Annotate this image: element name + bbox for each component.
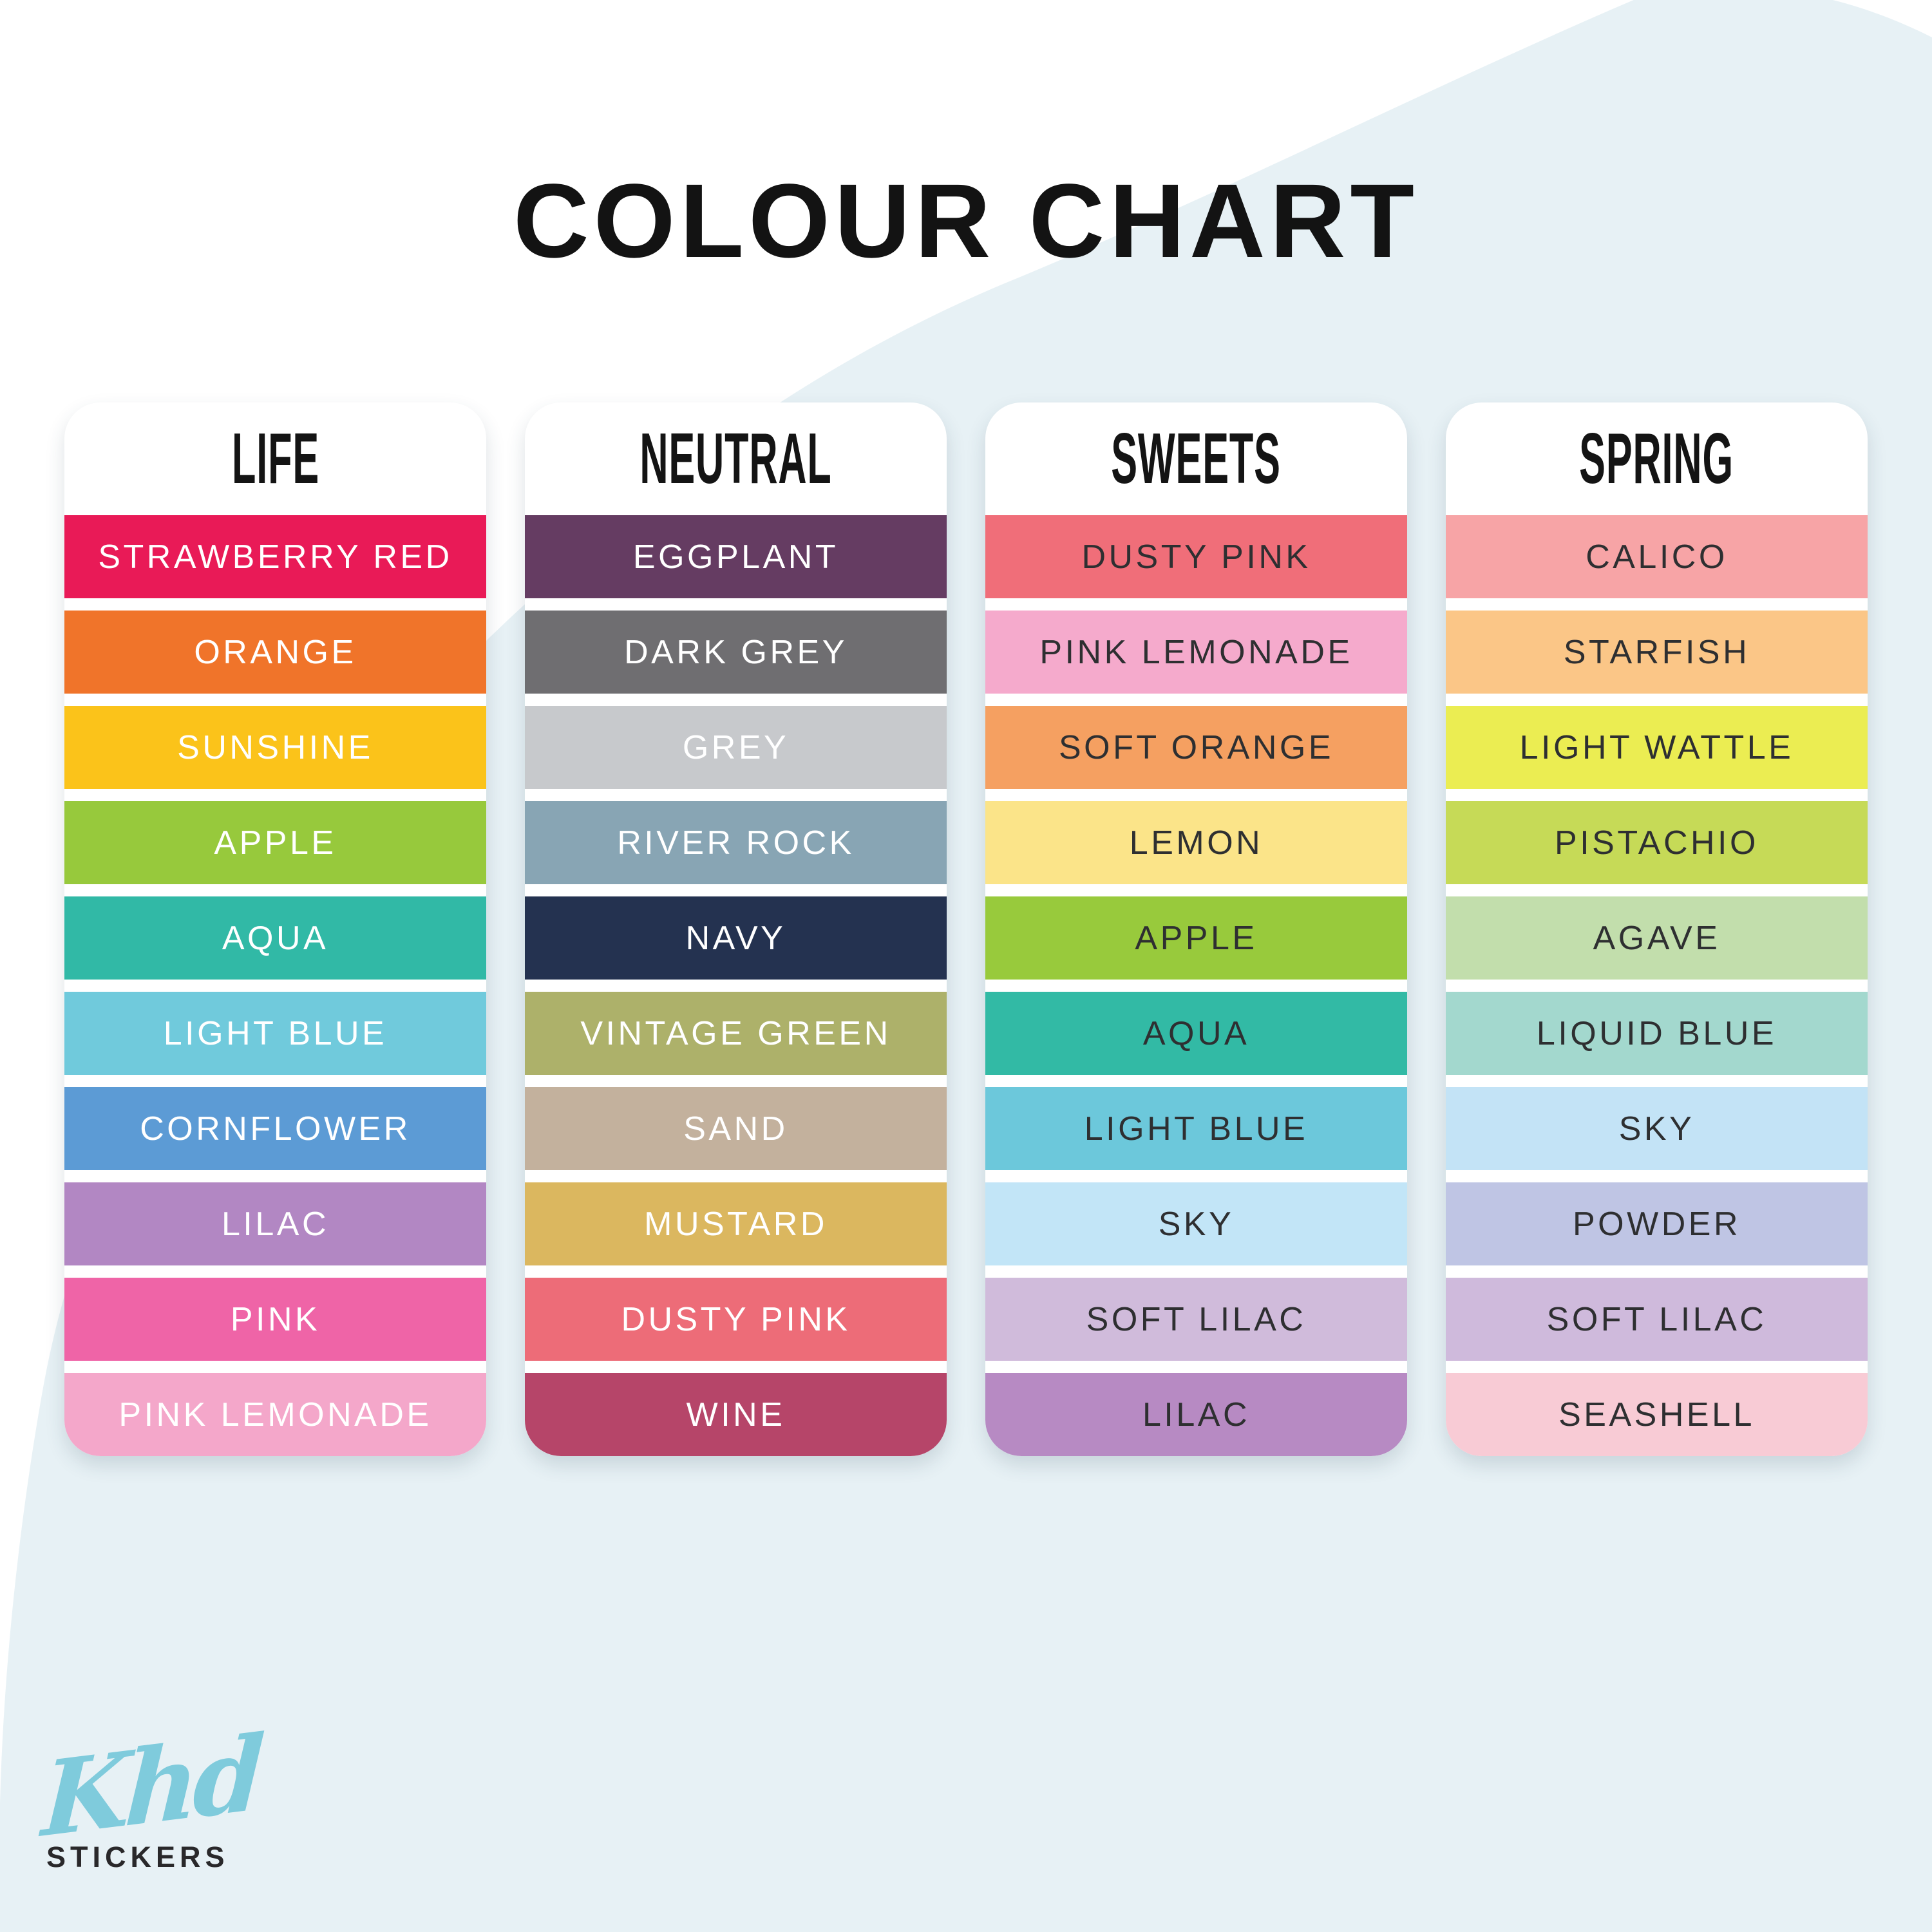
swatch-label: SKY — [1158, 1205, 1235, 1243]
swatch-bar: SOFT LILAC — [985, 1278, 1407, 1361]
swatch-bar: GREY — [525, 706, 947, 789]
swatch-label: LIGHT BLUE — [1084, 1110, 1309, 1148]
palette-columns: LIFE STRAWBERRY RED ORANGE SUNSHINE APPLE AQU… — [64, 402, 1868, 1456]
swatch-label: CORNFLOWER — [140, 1110, 411, 1148]
palette-card-spring: SPRING CALICO STARFISH LIGHT WATTLE PISTACHI… — [1446, 402, 1868, 1456]
swatch-label: WINE — [686, 1396, 786, 1434]
swatch-bar: PISTACHIO — [1446, 801, 1868, 884]
swatch-label: PISTACHIO — [1555, 824, 1759, 862]
brand-logo: Khd STICKERS — [39, 1713, 262, 1874]
swatch-bar: NAVY — [525, 896, 947, 980]
swatch-label: LIGHT WATTLE — [1519, 728, 1794, 766]
swatch-label: SOFT LILAC — [1086, 1300, 1307, 1338]
swatch-label: RIVER ROCK — [617, 824, 855, 862]
swatch-bar: ORANGE — [64, 611, 486, 694]
swatch-label: APPLE — [214, 824, 337, 862]
palette-card-life: LIFE STRAWBERRY RED ORANGE SUNSHINE APPLE AQU… — [64, 402, 486, 1456]
swatch-bar: AQUA — [64, 896, 486, 980]
swatch-bar: POWDER — [1446, 1182, 1868, 1265]
swatch-label: APPLE — [1135, 919, 1258, 957]
swatch-bar: SAND — [525, 1087, 947, 1170]
swatch-label: SKY — [1618, 1110, 1695, 1148]
swatch-label: AQUA — [222, 919, 329, 957]
palette-card-neutral: NEUTRAL EGGPLANT DARK GREY GREY RIVER ROCK NA… — [525, 402, 947, 1456]
swatch-bar: STRAWBERRY RED — [64, 515, 486, 598]
swatch-label: SEASHELL — [1558, 1396, 1755, 1434]
swatch-label: VINTAGE GREEN — [580, 1014, 891, 1052]
palette-title: NEUTRAL — [525, 402, 947, 515]
swatch-bar: WINE — [525, 1373, 947, 1456]
swatch-label: LEMON — [1129, 824, 1264, 862]
swatch-label: DUSTY PINK — [621, 1300, 851, 1338]
swatch-label: LILAC — [221, 1205, 330, 1243]
swatch-label: STARFISH — [1563, 633, 1750, 671]
swatch-bar: LIGHT BLUE — [985, 1087, 1407, 1170]
palette-title-text: NEUTRAL — [639, 419, 832, 499]
swatch-bar: DUSTY PINK — [985, 515, 1407, 598]
swatch-label: AGAVE — [1593, 919, 1721, 957]
swatch-bar: DARK GREY — [525, 611, 947, 694]
palette-title: SPRING — [1446, 402, 1868, 515]
swatch-label: LIQUID BLUE — [1536, 1014, 1777, 1052]
swatch-label: CALICO — [1586, 538, 1728, 576]
swatch-bar: EGGPLANT — [525, 515, 947, 598]
swatch-label: SOFT LILAC — [1546, 1300, 1767, 1338]
swatch-bar: LILAC — [985, 1373, 1407, 1456]
swatch-bar: SKY — [985, 1182, 1407, 1265]
swatch-bar: DUSTY PINK — [525, 1278, 947, 1361]
swatch-label: LILAC — [1142, 1396, 1251, 1434]
swatch-bar: LILAC — [64, 1182, 486, 1265]
swatch-label: SOFT ORANGE — [1058, 728, 1334, 766]
swatch-bar: PINK LEMONADE — [64, 1373, 486, 1456]
swatch-bar: RIVER ROCK — [525, 801, 947, 884]
brand-logo-subtitle: STICKERS — [46, 1841, 229, 1873]
page-title: COLOUR CHART — [513, 162, 1419, 280]
swatch-label: DARK GREY — [624, 633, 848, 671]
swatch-bar: AGAVE — [1446, 896, 1868, 980]
swatch-label: ORANGE — [194, 633, 357, 671]
swatch-label: POWDER — [1573, 1205, 1741, 1243]
swatch-label: PINK — [230, 1300, 321, 1338]
swatch-bar: SOFT LILAC — [1446, 1278, 1868, 1361]
swatch-bar: VINTAGE GREEN — [525, 992, 947, 1075]
swatch-label: LIGHT BLUE — [163, 1014, 388, 1052]
palette-title: LIFE — [64, 402, 486, 515]
swatch-bar: SOFT ORANGE — [985, 706, 1407, 789]
swatch-bar: SUNSHINE — [64, 706, 486, 789]
swatch-label: AQUA — [1142, 1014, 1250, 1052]
swatch-label: PINK LEMONADE — [1039, 633, 1353, 671]
brand-logo-script: Khd — [39, 1713, 263, 1861]
swatch-bar: MUSTARD — [525, 1182, 947, 1265]
palette-title: SWEETS — [985, 402, 1407, 515]
swatch-label: SUNSHINE — [177, 728, 374, 766]
swatch-bar: LIGHT BLUE — [64, 992, 486, 1075]
swatch-bar: LEMON — [985, 801, 1407, 884]
swatch-label: PINK LEMONADE — [118, 1396, 432, 1434]
swatch-bar: AQUA — [985, 992, 1407, 1075]
palette-title-text: SWEETS — [1111, 419, 1282, 499]
swatch-label: DUSTY PINK — [1081, 538, 1311, 576]
swatch-label: NAVY — [685, 919, 786, 957]
palette-title-text: LIFE — [231, 419, 319, 499]
swatch-bar: LIGHT WATTLE — [1446, 706, 1868, 789]
swatch-bar: APPLE — [64, 801, 486, 884]
swatch-bar: PINK — [64, 1278, 486, 1361]
swatch-label: SAND — [683, 1110, 788, 1148]
palette-title-text: SPRING — [1579, 419, 1734, 499]
swatch-bar: CALICO — [1446, 515, 1868, 598]
swatch-label: GREY — [682, 728, 790, 766]
swatch-bar: SKY — [1446, 1087, 1868, 1170]
swatch-bar: LIQUID BLUE — [1446, 992, 1868, 1075]
swatch-label: MUSTARD — [644, 1205, 828, 1243]
palette-card-sweets: SWEETS DUSTY PINK PINK LEMONADE SOFT ORANGE… — [985, 402, 1407, 1456]
swatch-label: EGGPLANT — [632, 538, 839, 576]
swatch-bar: APPLE — [985, 896, 1407, 980]
swatch-bar: PINK LEMONADE — [985, 611, 1407, 694]
swatch-bar: CORNFLOWER — [64, 1087, 486, 1170]
swatch-label: STRAWBERRY RED — [98, 538, 453, 576]
swatch-bar: STARFISH — [1446, 611, 1868, 694]
swatch-bar: SEASHELL — [1446, 1373, 1868, 1456]
